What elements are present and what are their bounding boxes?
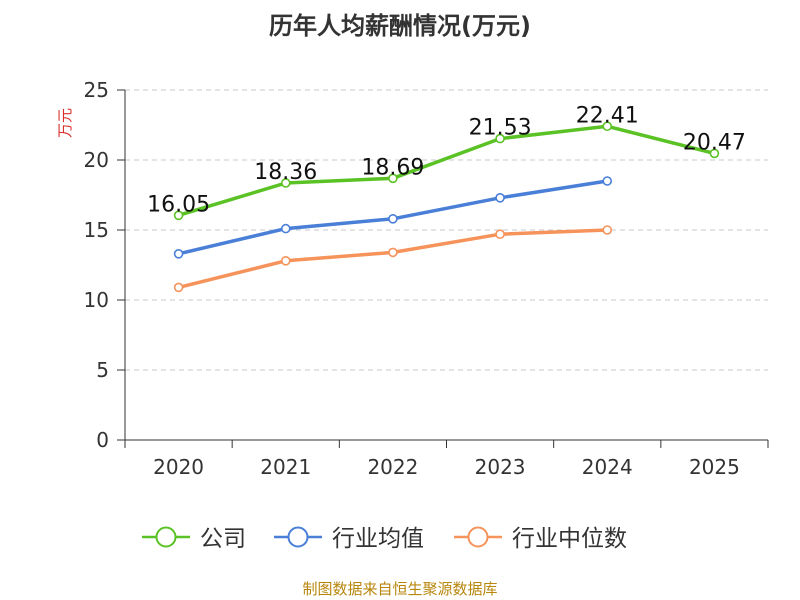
x-tick-label: 2025 — [689, 455, 740, 479]
data-label: 16.05 — [147, 192, 210, 217]
source-footer: 制图数据来自恒生聚源数据库 — [302, 580, 498, 598]
legend-item: 行业均值 — [274, 526, 424, 552]
data-label-layer: 16.05 18.36 18.69 21.53 22.41 20.47 — [147, 103, 746, 217]
data-point — [495, 133, 505, 144]
y-tick-label: 10 — [84, 288, 109, 312]
data-point — [388, 173, 398, 184]
x-tick-label: 2023 — [475, 455, 526, 479]
data-point — [280, 178, 291, 188]
data-label: 18.36 — [254, 160, 317, 185]
x-tick-label: 2024 — [582, 455, 633, 479]
grid-layer — [125, 89, 768, 371]
series-layer — [173, 121, 720, 293]
data-point — [173, 282, 184, 293]
data-label: 22.41 — [576, 103, 639, 128]
data-label: 18.69 — [361, 155, 424, 180]
y-axis-label: 万元 — [56, 108, 74, 138]
y-tick-label: 5 — [96, 358, 109, 382]
legend-swatch-marker — [467, 526, 489, 548]
data-point — [602, 225, 613, 235]
legend-label: 行业中位数 — [512, 526, 627, 552]
y-tick-label: 20 — [84, 148, 109, 172]
data-point — [388, 247, 398, 258]
data-point — [280, 255, 291, 266]
data-point — [602, 121, 613, 132]
x-tick-label: 2022 — [367, 455, 418, 479]
legend-item: 公司 — [142, 526, 246, 552]
x-tick-label: 2021 — [260, 455, 311, 479]
data-label: 21.53 — [469, 116, 532, 141]
y-tick-label: 0 — [96, 428, 109, 452]
legend-label: 行业均值 — [332, 526, 424, 552]
data-point — [280, 223, 291, 234]
data-label: 20.47 — [683, 130, 746, 155]
data-point — [709, 148, 720, 159]
data-point — [173, 249, 184, 259]
legend-swatch-marker — [155, 526, 177, 548]
legend-label: 公司 — [200, 526, 246, 552]
data-point — [495, 193, 505, 203]
data-point — [495, 229, 505, 239]
data-point — [602, 176, 613, 186]
x-tick-label: 2020 — [153, 455, 204, 479]
y-tick-label: 15 — [84, 218, 109, 242]
legend-item: 行业中位数 — [454, 526, 627, 552]
legend-swatch-marker — [287, 526, 309, 548]
data-point — [388, 214, 398, 224]
y-tick-label: 25 — [84, 78, 109, 102]
series-line — [176, 124, 717, 218]
data-point — [173, 210, 184, 221]
chart-title: 历年人均薪酬情况(万元) — [269, 12, 531, 40]
legend: 公司 行业均值 行业中位数 — [142, 526, 627, 552]
